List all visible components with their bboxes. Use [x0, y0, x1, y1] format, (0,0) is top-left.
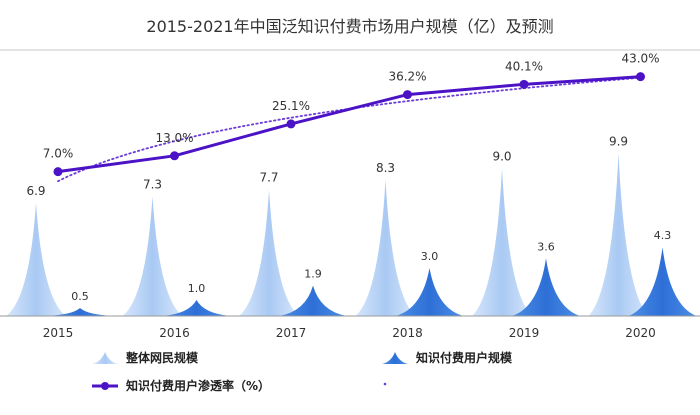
point-penetration-2020 — [636, 72, 645, 82]
chart-title: 2015-2021年中国泛知识付费市场用户规模（亿）及预测 — [146, 17, 554, 36]
legend-label-penetration: 知识付费用户渗透率（%） — [126, 379, 271, 393]
label-penetration-2020: 43.0% — [621, 52, 659, 66]
x-tick-2016: 2016 — [159, 326, 190, 340]
bar-netizen-2020 — [588, 153, 649, 316]
legend-item-netizen: 整体网民规模 — [92, 349, 198, 366]
legend-item-penetration: 知识付费用户渗透率（%） — [92, 377, 270, 394]
legend-label-paid-users: 知识付费用户规模 — [416, 351, 513, 365]
point-penetration-2015 — [53, 167, 63, 177]
label-netizen-2018: 8.3 — [376, 161, 395, 175]
legend-swatch-trendline — [383, 382, 387, 386]
label-penetration-2017: 25.1% — [272, 99, 310, 113]
legend-item-trendline — [382, 377, 416, 389]
label-netizen-2020: 9.9 — [609, 135, 628, 149]
bar-paid-users-2015 — [46, 308, 114, 316]
label-netizen-2016: 7.3 — [143, 177, 162, 191]
point-penetration-2019 — [519, 79, 529, 89]
label-penetration-2019: 40.1% — [505, 59, 543, 73]
bar-netizen-2017 — [239, 189, 299, 316]
line-points — [53, 72, 645, 177]
x-tick-2018: 2018 — [392, 326, 423, 340]
bar-netizen-2018 — [355, 179, 416, 316]
x-tick-2017: 2017 — [276, 326, 307, 340]
point-penetration-2018 — [403, 90, 412, 100]
legend-swatch-paid-users — [382, 351, 408, 364]
point-penetration-2016 — [170, 151, 179, 161]
bar-netizen-2019 — [472, 168, 532, 316]
bar-paid-users-2020 — [628, 247, 697, 316]
bar-netizen-2016 — [122, 196, 183, 316]
x-tick-labels: 2015 2016 2017 2018 2019 2020 — [43, 326, 656, 340]
point-penetration-2017 — [286, 119, 296, 129]
label-paid-users-2018: 3.0 — [421, 250, 439, 263]
bar-paid-users-2018 — [395, 268, 464, 316]
legend-swatch-penetration — [92, 381, 118, 390]
penetration-line — [57, 75, 641, 174]
title-bar: 2015-2021年中国泛知识付费市场用户规模（亿）及预测 — [0, 0, 700, 50]
label-penetration-2018: 36.2% — [388, 70, 426, 84]
x-tick-2015: 2015 — [43, 326, 74, 340]
x-tick-2020: 2020 — [625, 326, 656, 340]
line-data-labels: 7.0% 13.0% 25.1% 36.2% 40.1% 43.0% — [43, 52, 660, 161]
legend-swatch-netizen — [92, 351, 118, 364]
bar-netizen-2015 — [6, 202, 66, 316]
trendline — [57, 76, 642, 183]
label-paid-users-2016: 1.0 — [188, 282, 206, 295]
legend-item-paid-users: 知识付费用户规模 — [382, 349, 512, 366]
label-netizen-2017: 7.7 — [259, 171, 278, 185]
bar-paid-users-2019 — [512, 258, 580, 316]
label-penetration-2015: 7.0% — [43, 147, 74, 161]
label-paid-users-2020: 4.3 — [654, 229, 672, 242]
label-paid-users-2017: 1.9 — [304, 268, 322, 281]
x-tick-2019: 2019 — [509, 326, 540, 340]
label-paid-users-2015: 0.5 — [71, 290, 89, 303]
spike-bars — [6, 153, 697, 316]
label-netizen-2015: 6.9 — [26, 184, 45, 198]
bar-paid-users-2017 — [279, 285, 347, 316]
title-divider — [0, 49, 700, 51]
label-paid-users-2019: 3.6 — [537, 240, 555, 253]
bar-data-labels: 6.9 0.5 7.3 1.0 7.7 1.9 8.3 3.0 9.0 3.6 9.9 4.3 — [26, 135, 671, 303]
legend-label-netizen: 整体网民规模 — [126, 351, 199, 365]
bar-paid-users-2016 — [162, 300, 231, 316]
label-penetration-2016: 13.0% — [155, 131, 193, 145]
label-netizen-2019: 9.0 — [492, 149, 511, 163]
